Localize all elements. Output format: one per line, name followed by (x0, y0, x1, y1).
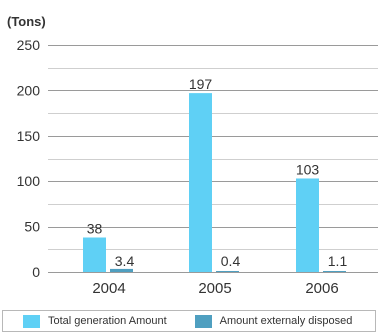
bar-total-generation-2004 (83, 237, 106, 272)
x-axis-category-labels: 2004 2005 2006 (92, 280, 338, 297)
bar-total-generation-2005 (189, 93, 212, 273)
legend-label-total-generation: Total generation Amount (48, 315, 167, 327)
bar-externally-disposed-2006 (323, 271, 346, 272)
bar-externally-disposed-2004 (110, 268, 133, 272)
bar-chart: (Tons) 0 50 100 150 200 250 38 3.4 197 0.4 103 1.1… (7, 14, 378, 297)
data-label-externally-disposed-2006: 1.1 (328, 253, 348, 269)
legend-swatch-externally-disposed (194, 314, 212, 328)
y-tick-label: 100 (17, 173, 41, 189)
y-tick-label: 250 (17, 37, 41, 53)
y-tick-label: 50 (24, 219, 40, 235)
legend-item-total-generation: Total generation Amount (23, 314, 167, 328)
legend: Total generation Amount Amount externaly… (2, 310, 376, 332)
bars (83, 93, 346, 273)
data-label-total-generation-2004: 38 (87, 220, 103, 236)
bar-externally-disposed-2005 (216, 271, 239, 272)
data-labels: 38 3.4 197 0.4 103 1.1 (87, 76, 348, 269)
data-label-total-generation-2006: 103 (296, 161, 320, 177)
x-category-label: 2005 (198, 280, 231, 297)
legend-item-externally-disposed: Amount externaly disposed (194, 314, 353, 328)
data-label-externally-disposed-2004: 3.4 (115, 253, 135, 269)
data-label-total-generation-2005: 197 (189, 76, 213, 92)
y-axis-tick-labels: 0 50 100 150 200 250 (17, 37, 41, 280)
y-tick-label: 200 (17, 82, 41, 98)
y-axis-unit-label: (Tons) (7, 14, 46, 29)
x-category-label: 2006 (305, 280, 338, 297)
legend-label-externally-disposed: Amount externaly disposed (219, 315, 353, 327)
legend-swatch-total-generation (23, 314, 40, 328)
y-tick-label: 0 (32, 264, 40, 280)
x-category-label: 2004 (92, 280, 125, 297)
y-tick-label: 150 (17, 128, 41, 144)
bar-total-generation-2006 (296, 178, 319, 272)
data-label-externally-disposed-2005: 0.4 (221, 253, 241, 269)
